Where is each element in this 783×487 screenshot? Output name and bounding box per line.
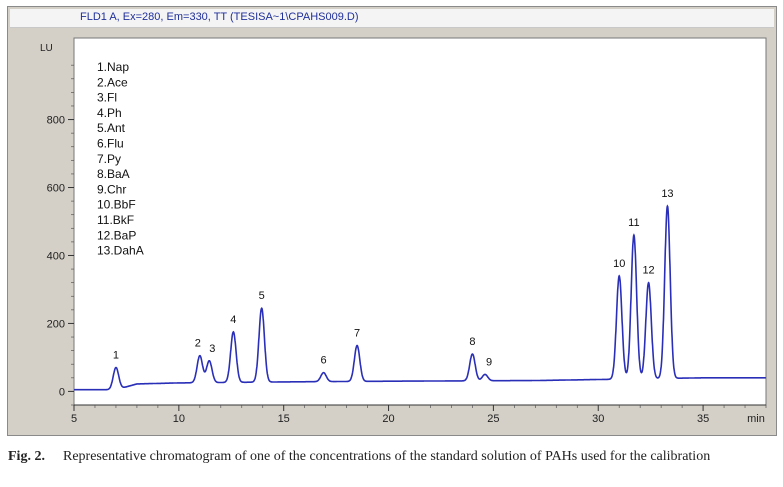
peak-label: 12 (642, 265, 654, 277)
legend-entry: 1.Nap (97, 60, 129, 74)
peak-label: 13 (661, 188, 673, 200)
peak-label: 2 (195, 338, 201, 350)
legend-entry: 11.BkF (97, 213, 134, 227)
chart-title: FLD1 A, Ex=280, Em=330, TT (TESISA~1\CPA… (80, 11, 359, 23)
legend-entry: 5.Ant (97, 121, 126, 135)
legend-entry: 4.Ph (97, 106, 122, 120)
peak-label: 6 (320, 355, 326, 367)
peak-label: 3 (209, 343, 215, 355)
x-tick-label: 30 (592, 413, 604, 425)
chromatogram-trace (74, 204, 766, 391)
x-tick-label: 5 (71, 413, 77, 425)
legend-entry: 3.Fl (97, 91, 117, 105)
peak-label: 9 (486, 356, 492, 368)
x-tick-label: 10 (173, 413, 185, 425)
peak-label: 1 (113, 350, 119, 362)
chart-title-bar: FLD1 A, Ex=280, Em=330, TT (TESISA~1\CPA… (10, 9, 774, 28)
legend-entry: 2.Ace (97, 75, 128, 89)
x-tick-label: 35 (697, 413, 709, 425)
y-tick-label: 0 (59, 386, 65, 398)
peak-label: 4 (230, 314, 236, 326)
plot-area (73, 37, 767, 406)
figure-caption: Fig. 2. Representative chromatogram of o… (8, 448, 783, 465)
x-tick-label: 15 (278, 413, 290, 425)
x-tick-label: 20 (382, 413, 394, 425)
caption-text: Representative chromatogram of one of th… (63, 449, 711, 464)
y-tick-label: 200 (47, 318, 65, 330)
legend-entry: 9.Chr (97, 182, 126, 196)
y-axis-label: LU (40, 43, 53, 54)
legend-entry: 6.Flu (97, 137, 124, 151)
peak-label: 10 (613, 258, 625, 270)
legend-entry: 13.DahA (97, 244, 144, 258)
peak-label: 7 (354, 328, 360, 340)
x-tick-label: 25 (487, 413, 499, 425)
y-tick-label: 400 (47, 250, 65, 262)
caption-label: Fig. 2. (8, 449, 45, 464)
y-tick-label: 800 (47, 115, 65, 127)
legend-entry: 7.Py (97, 152, 121, 166)
peak-label: 8 (469, 336, 475, 348)
peak-label: 5 (259, 290, 265, 302)
legend-entry: 8.BaA (97, 167, 130, 181)
legend-entry: 10.BbF (97, 198, 136, 212)
y-tick-label: 600 (47, 183, 65, 195)
peak-label: 11 (628, 217, 639, 229)
legend-entry: 12.BaP (97, 228, 136, 242)
x-axis-label: min (747, 413, 765, 425)
